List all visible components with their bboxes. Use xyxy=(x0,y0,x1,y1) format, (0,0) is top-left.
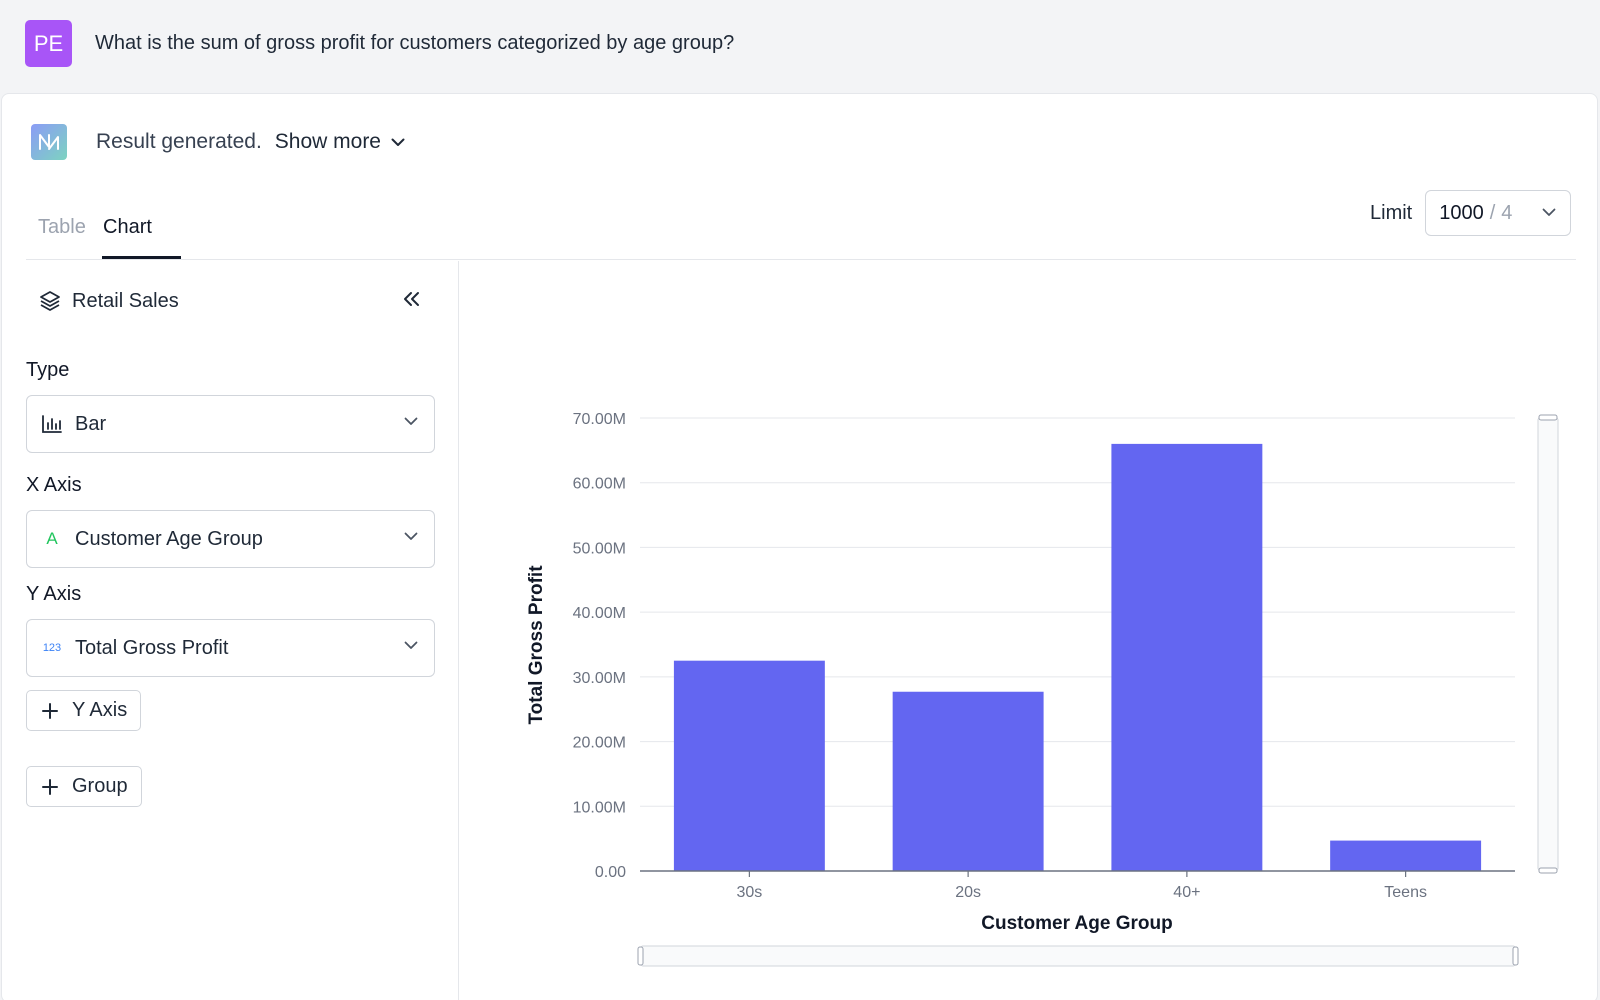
x-tick-label: Teens xyxy=(1384,884,1427,901)
add-group-button[interactable]: Group xyxy=(26,766,142,807)
x-tick-label: 20s xyxy=(955,884,981,901)
y-tick-label: 10.00M xyxy=(573,799,626,816)
limit-separator: / xyxy=(1489,201,1496,224)
x-tick-label: 30s xyxy=(736,884,762,901)
bar-chart-icon xyxy=(41,414,63,434)
add-y-axis-button[interactable]: Y Axis xyxy=(26,690,142,731)
y-axis-value: Total Gross Profit xyxy=(75,636,229,659)
y-zoom-slider[interactable] xyxy=(1537,417,1559,871)
chevron-down-icon xyxy=(1542,208,1556,216)
app-logo-icon xyxy=(31,124,67,160)
bar-chart: 0.00 10.00M 20.00M 30.00M 40.00M 50.00M 60.00M… xyxy=(526,411,1559,967)
y-tick-label: 0.00 xyxy=(595,864,626,881)
y-tick-label: 50.00M xyxy=(573,540,626,557)
tab-chart[interactable]: Chart xyxy=(103,216,152,238)
x-zoom-handle-right[interactable] xyxy=(1512,946,1519,966)
chart-type-value: Bar xyxy=(75,412,107,435)
x-axis-value: Customer Age Group xyxy=(75,527,263,550)
chevron-down-icon xyxy=(404,532,418,540)
bar-teens[interactable] xyxy=(1330,840,1482,871)
result-status-row: Result generated. Show more xyxy=(31,124,405,160)
x-zoom-slider[interactable] xyxy=(640,945,1516,967)
y-axis-label: Y Axis xyxy=(26,583,82,605)
user-avatar: PE xyxy=(25,20,72,67)
show-more-button[interactable]: Show more xyxy=(275,130,405,154)
y-zoom-handle-bottom[interactable] xyxy=(1538,867,1558,874)
plus-icon xyxy=(42,778,58,795)
result-status-text: Result generated. xyxy=(96,130,262,153)
limit-label: Limit xyxy=(1370,201,1413,224)
type-label: Type xyxy=(26,359,70,381)
chevron-down-icon xyxy=(391,138,405,146)
limit-row-count: 4 xyxy=(1501,201,1513,224)
bar-30s[interactable] xyxy=(673,660,825,871)
y-zoom-handle-top[interactable] xyxy=(1538,414,1558,421)
chevron-down-icon xyxy=(404,417,418,425)
bar-20s[interactable] xyxy=(892,691,1044,871)
y-tick-label: 20.00M xyxy=(573,735,626,752)
x-tick-label: 40+ xyxy=(1173,884,1200,901)
data-source-label: Retail Sales xyxy=(72,289,179,312)
y-tick-label: 40.00M xyxy=(573,605,626,622)
view-tabs: Table Chart xyxy=(26,204,1576,260)
question-text: What is the sum of gross profit for cust… xyxy=(95,32,735,54)
x-axis-title: Customer Age Group xyxy=(981,913,1172,934)
bar-40-[interactable] xyxy=(1111,443,1263,871)
x-axis-label: X Axis xyxy=(26,474,82,496)
add-group-label: Group xyxy=(72,775,128,797)
chart-type-select[interactable]: Bar xyxy=(26,395,435,453)
chart-config-panel: Retail Sales Type Bar X Axis A Customer … xyxy=(2,261,459,1000)
x-zoom-handle-left[interactable] xyxy=(637,946,644,966)
plus-icon xyxy=(42,702,58,719)
y-axis-title: Total Gross Profit xyxy=(526,565,547,725)
data-source: Retail Sales xyxy=(38,289,179,313)
layers-icon xyxy=(40,291,60,311)
x-axis-select[interactable]: A Customer Age Group xyxy=(26,510,435,568)
limit-control: Limit 1000 / 4 xyxy=(1370,190,1572,236)
collapse-panel-button[interactable] xyxy=(402,291,420,312)
number-type-icon: 123 xyxy=(42,642,62,654)
add-y-axis-label: Y Axis xyxy=(72,699,128,721)
y-tick-label: 60.00M xyxy=(573,476,626,493)
y-axis-select[interactable]: 123 Total Gross Profit xyxy=(26,619,435,677)
limit-value: 1000 xyxy=(1439,201,1484,224)
y-tick-label: 30.00M xyxy=(573,670,626,687)
show-more-label: Show more xyxy=(274,130,381,153)
question-bar: PE What is the sum of gross profit for c… xyxy=(0,0,1600,92)
chevrons-left-icon xyxy=(404,292,419,306)
y-tick-label: 70.00M xyxy=(573,411,626,428)
tab-table[interactable]: Table xyxy=(38,216,86,238)
text-type-icon: A xyxy=(46,529,58,548)
active-tab-indicator xyxy=(102,256,181,259)
chevron-down-icon xyxy=(404,641,418,649)
limit-select[interactable]: 1000 / 4 xyxy=(1425,190,1572,236)
